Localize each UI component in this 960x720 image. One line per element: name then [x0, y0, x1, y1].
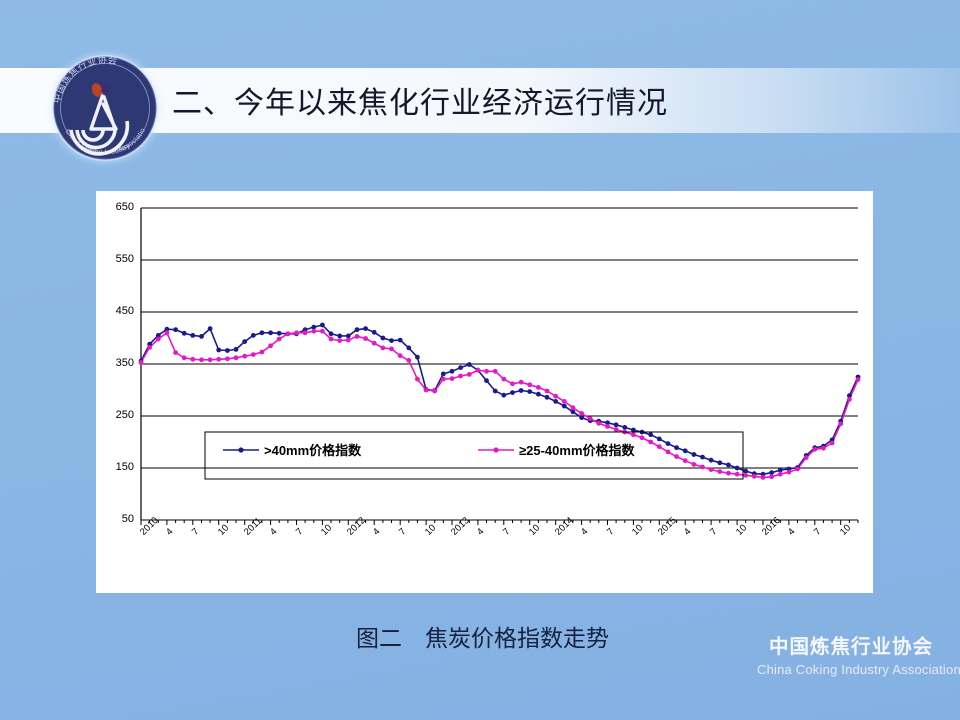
svg-text:≥25-40mm价格指数: ≥25-40mm价格指数 — [519, 443, 636, 458]
svg-text:>40mm价格指数: >40mm价格指数 — [264, 443, 362, 458]
